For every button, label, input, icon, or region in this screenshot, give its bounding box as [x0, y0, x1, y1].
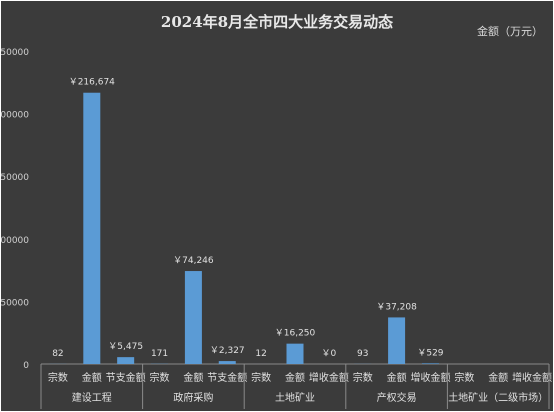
bar: [218, 361, 236, 364]
y-tick-label: 0: [23, 361, 29, 371]
data-label: ￥37,208: [376, 302, 417, 312]
data-label: ￥5,475: [108, 342, 143, 352]
data-label: 171: [151, 349, 168, 359]
x-tick-label: 宗数: [353, 371, 373, 384]
x-tick-label: 金额: [387, 371, 407, 384]
data-label: ￥529: [417, 348, 443, 358]
x-tick-label: 增收金额: [309, 371, 349, 384]
x-tick-label: 宗数: [48, 371, 68, 384]
x-tick-label: 增收金额: [512, 371, 552, 384]
y-tick-label: 150000: [1, 173, 29, 183]
bar: [421, 363, 439, 364]
data-label: ￥2,327: [210, 346, 245, 356]
data-label: ￥0: [321, 349, 336, 359]
x-tick-label: 金额: [183, 371, 203, 384]
x-tick-label: 金额: [285, 371, 305, 384]
x-tick-label: 增收金额: [410, 371, 450, 384]
chart-title: 2024年8月全市四大业务交易动态: [160, 13, 394, 31]
data-label: 82: [52, 349, 63, 359]
bar: [117, 357, 135, 364]
bar: [83, 92, 101, 364]
group-label: 产权交易: [377, 391, 417, 404]
x-tick-label: 金额: [82, 371, 102, 384]
bar: [388, 317, 406, 364]
x-tick-label: 宗数: [251, 371, 271, 384]
group-label: 土地矿业（二级市场）: [448, 391, 548, 404]
y-tick-label: 100000: [1, 236, 29, 246]
data-label: ￥74,246: [173, 256, 214, 266]
data-label: 12: [255, 349, 266, 359]
bar: [286, 343, 304, 364]
group-label: 建设工程: [72, 391, 112, 404]
group-label: 土地矿业: [275, 391, 315, 404]
data-label: ￥16,250: [275, 329, 316, 339]
bar: [184, 271, 202, 364]
y-tick-label: 200000: [1, 111, 29, 121]
y-tick-label: 250000: [1, 48, 29, 58]
data-label: ￥216,674: [69, 78, 115, 88]
unit-label: 金额（万元）: [477, 25, 543, 38]
x-tick-label: 节支金额: [106, 371, 146, 384]
data-label: 93: [357, 349, 368, 359]
x-tick-label: 金额: [488, 371, 508, 384]
x-tick-label: 宗数: [454, 371, 474, 384]
y-tick-label: 50000: [1, 298, 29, 308]
x-tick-label: 节支金额: [207, 371, 247, 384]
group-label: 政府采购: [173, 391, 213, 404]
x-tick-label: 宗数: [150, 371, 170, 384]
